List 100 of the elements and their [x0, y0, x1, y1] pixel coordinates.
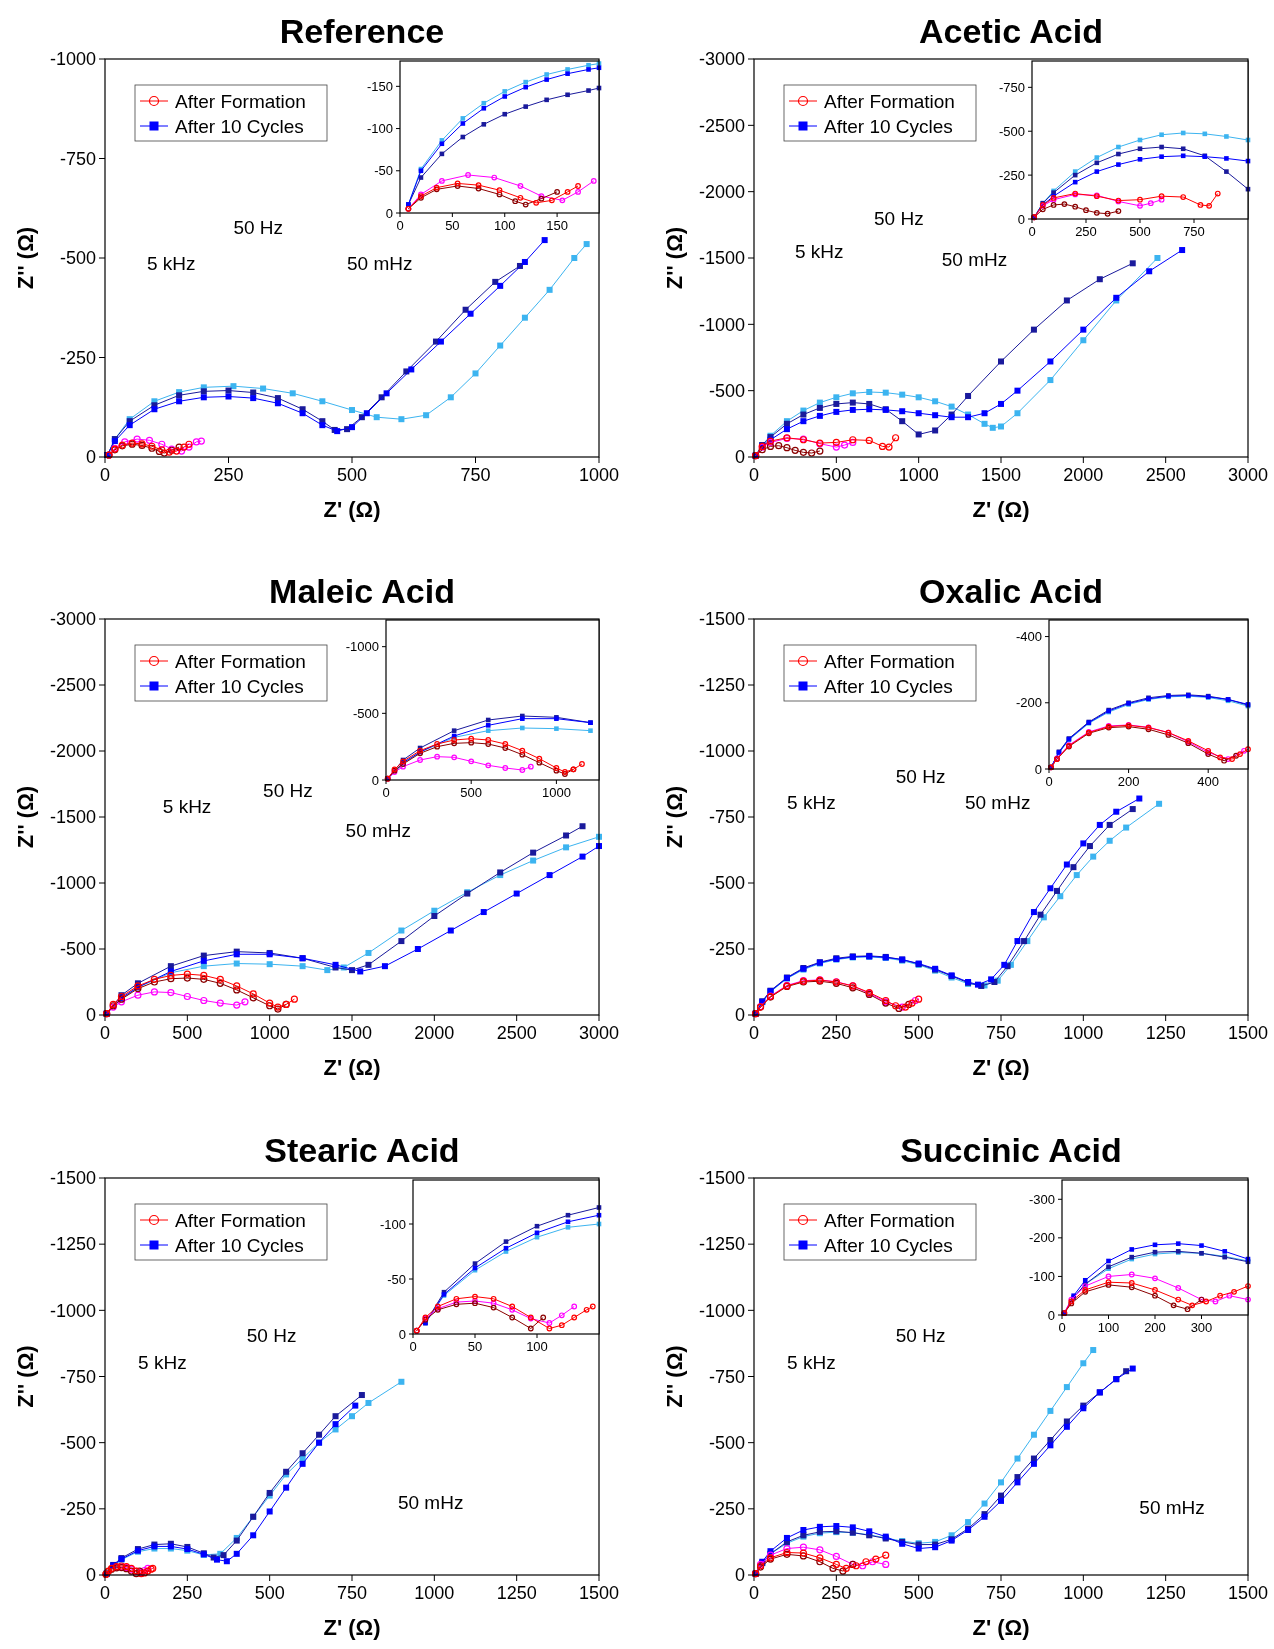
y-tick-label: -1000: [49, 1300, 96, 1321]
y-tick-label: -500: [59, 1432, 96, 1453]
x-axis-title: Z' (Ω): [323, 497, 381, 522]
x-tick-label: 0: [748, 1023, 760, 1043]
x-tick-label: 500: [460, 785, 483, 800]
x-tick-label: 750: [985, 1023, 1017, 1043]
x-tick-label: 100: [1097, 1320, 1120, 1335]
annotation: 5 kHz: [138, 1351, 187, 1373]
x-tick-label: 1000: [898, 465, 939, 485]
x-tick-label: 1500: [578, 1583, 620, 1603]
y-tick-label: -1000: [698, 314, 745, 335]
y-axis-title: Z'' (Ω): [662, 1345, 687, 1408]
y-tick-label: -1000: [698, 741, 745, 762]
y-tick-label: 0: [1034, 761, 1042, 777]
annotation: 50 mHz: [964, 792, 1031, 814]
y-tick-label: -100: [1028, 1268, 1055, 1284]
y-tick-label: -1250: [49, 1234, 96, 1255]
y-tick-label: -500: [998, 123, 1025, 139]
x-tick-label: 250: [821, 1023, 852, 1043]
y-tick-label: -750: [59, 1366, 96, 1387]
legend-label: After Formation: [824, 650, 955, 672]
y-tick-label: -250: [998, 167, 1025, 183]
y-tick-label: -750: [59, 148, 96, 169]
annotation: 50 Hz: [895, 765, 946, 787]
y-tick-label: -500: [708, 873, 745, 894]
chart-title: Maleic Acid: [269, 572, 455, 610]
x-tick-label: 0: [99, 1583, 111, 1603]
legend-label: After 10 Cycles: [824, 115, 953, 137]
y-tick-label: -3000: [698, 49, 745, 70]
y-tick-label: -750: [708, 1366, 745, 1387]
x-axis-title: Z' (Ω): [323, 1055, 381, 1080]
x-tick-label: 0: [409, 1339, 417, 1354]
x-tick-label: 50: [445, 218, 460, 233]
y-tick-label: 0: [85, 1005, 96, 1026]
x-tick-label: 0: [1058, 1320, 1066, 1335]
y-tick-label: -750: [708, 807, 745, 828]
y-tick-label: -1500: [49, 807, 96, 828]
annotation: 50 Hz: [895, 1324, 946, 1346]
x-tick-label: 500: [336, 465, 368, 485]
annotation: 50 mHz: [347, 252, 413, 274]
legend-label: After 10 Cycles: [175, 115, 304, 137]
x-tick-label: 500: [903, 1583, 934, 1603]
chart-title: Acetic Acid: [919, 12, 1103, 50]
x-tick-label: 1000: [1063, 1023, 1104, 1043]
x-tick-label: 250: [213, 465, 244, 485]
annotation: 50 Hz: [233, 217, 284, 239]
x-tick-label: 1250: [1145, 1583, 1186, 1603]
x-tick-label: 750: [460, 465, 491, 485]
y-tick-label: -500: [352, 705, 379, 721]
x-tick-label: 500: [254, 1583, 285, 1603]
x-tick-label: 250: [1075, 224, 1097, 239]
y-tick-label: -300: [1028, 1191, 1055, 1207]
legend-label: After 10 Cycles: [175, 675, 304, 697]
x-tick-label: 1000: [541, 785, 571, 800]
x-tick-label: 750: [336, 1583, 368, 1603]
chart-title: Succinic Acid: [900, 1131, 1122, 1169]
annotation: 50 Hz: [263, 780, 313, 802]
y-tick-label: -750: [998, 79, 1025, 95]
annotation: 50 mHz: [941, 248, 1008, 270]
x-axis-title: Z' (Ω): [972, 1615, 1030, 1640]
y-tick-label: -1500: [698, 609, 745, 630]
annotation: 50 mHz: [1139, 1497, 1205, 1519]
x-tick-label: 500: [1129, 224, 1151, 239]
legend-label: After Formation: [824, 90, 955, 112]
y-tick-label: 0: [85, 1565, 96, 1586]
annotation: 50 mHz: [345, 819, 412, 841]
x-tick-label: 1500: [1227, 1583, 1269, 1603]
x-tick-label: 150: [546, 218, 568, 233]
y-tick-label: 0: [734, 1005, 745, 1026]
y-tick-label: -50: [374, 163, 393, 179]
y-tick-label: -1250: [698, 1234, 745, 1255]
y-tick-label: 0: [85, 447, 96, 468]
y-tick-label: -1000: [345, 639, 379, 655]
y-tick-label: -250: [59, 347, 96, 368]
x-tick-label: 2500: [496, 1023, 537, 1043]
y-tick-label: -200: [1015, 695, 1042, 711]
y-axis-title: Z'' (Ω): [13, 1345, 38, 1408]
y-tick-label: -150: [366, 78, 393, 94]
x-tick-label: 250: [821, 1583, 852, 1603]
x-tick-label: 250: [172, 1583, 203, 1603]
y-tick-label: -100: [366, 121, 393, 137]
y-tick-label: -100: [379, 1216, 406, 1232]
y-tick-label: -1000: [49, 49, 96, 70]
legend-label: After 10 Cycles: [175, 1234, 304, 1256]
annotation: 5 kHz: [146, 252, 196, 274]
x-tick-label: 1500: [1227, 1023, 1269, 1043]
y-tick-label: 0: [385, 205, 393, 221]
x-tick-label: 0: [99, 1023, 111, 1043]
y-tick-label: -250: [59, 1499, 96, 1520]
y-tick-label: -1500: [698, 1168, 745, 1189]
x-tick-label: 200: [1144, 1320, 1166, 1335]
chart-title: Stearic Acid: [264, 1131, 460, 1169]
legend-label: After Formation: [175, 1209, 306, 1231]
x-tick-label: 1500: [980, 465, 1022, 485]
y-tick-label: -1000: [49, 873, 96, 894]
legend-label: After 10 Cycles: [824, 675, 953, 697]
x-tick-label: 1250: [1145, 1023, 1186, 1043]
y-tick-label: -500: [708, 380, 745, 401]
annotation: 5 kHz: [795, 241, 844, 262]
y-tick-label: -1000: [698, 1300, 745, 1321]
